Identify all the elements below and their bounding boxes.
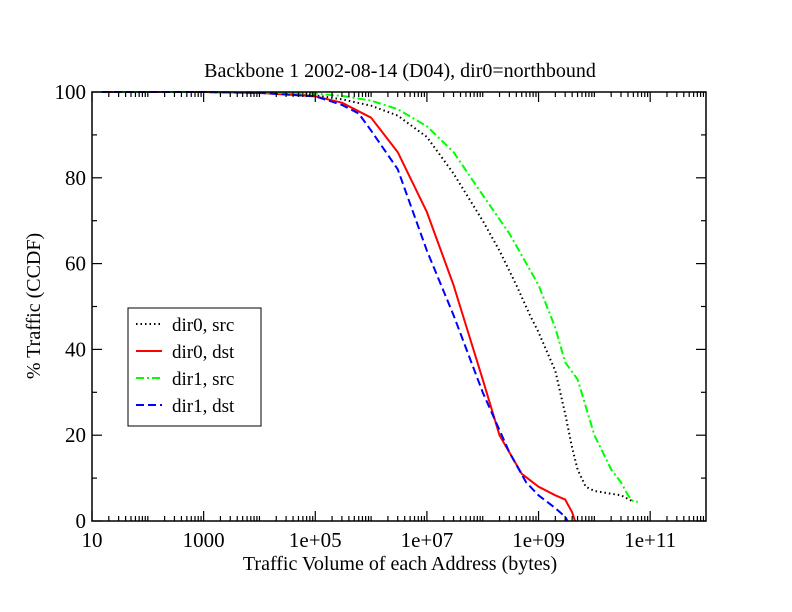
x-tick-label: 1e+07 <box>401 528 454 552</box>
legend-label-3: dir1, dst <box>172 396 235 417</box>
x-tick-label: 10 <box>82 528 103 552</box>
x-axis-label: Traffic Volume of each Address (bytes) <box>243 553 557 575</box>
x-tick-label: 1000 <box>183 528 225 552</box>
series-line-2 <box>101 91 638 503</box>
legend: dir0, src dir0, dst dir1, src dir1, dst <box>127 307 262 427</box>
y-tick-label: 80 <box>65 166 86 190</box>
y-tick-label: 0 <box>76 509 87 533</box>
legend-label-2: dir1, src <box>172 369 234 390</box>
tick-layer: 10 1000 1e+05 1e+07 1e+09 1e+11 0 20 40 60 80 100 <box>55 80 706 552</box>
legend-label-0: dir0, src <box>172 315 234 336</box>
y-tick-label: 40 <box>65 337 86 361</box>
x-tick-label: 1e+05 <box>289 528 342 552</box>
y-tick-label: 20 <box>65 423 86 447</box>
series-layer <box>101 91 638 522</box>
x-tick-label: 1e+09 <box>512 528 565 552</box>
legend-label-1: dir0, dst <box>172 342 235 363</box>
legend-box <box>127 307 262 427</box>
y-tick-label: 60 <box>65 252 86 276</box>
chart-title: Backbone 1 2002-08-14 (D04), dir0=northb… <box>204 60 596 82</box>
x-tick-label: 1e+11 <box>624 528 676 552</box>
y-axis-label: % Traffic (CCDF) <box>23 233 45 379</box>
series-line-3 <box>101 91 569 522</box>
y-tick-label: 100 <box>55 80 87 104</box>
